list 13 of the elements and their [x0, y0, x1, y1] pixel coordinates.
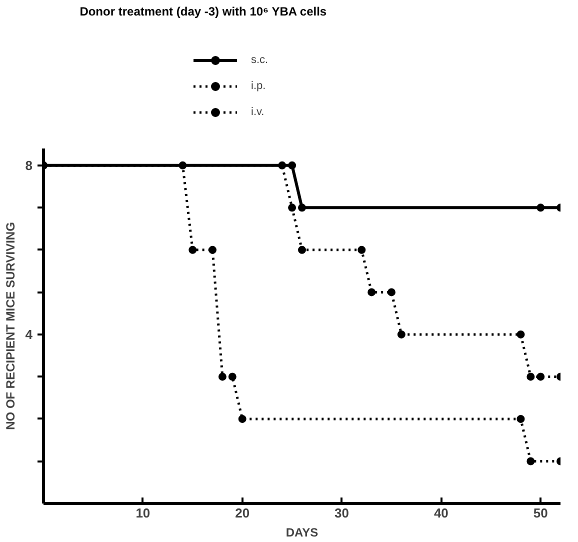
x-tick-label: 30: [334, 506, 350, 520]
x-axis-title: DAYS: [286, 526, 318, 540]
y-tick-label: 4: [25, 326, 34, 342]
x-tick-label: 10: [136, 506, 150, 520]
x-tick-label: 50: [533, 506, 548, 520]
x-tick-label: 40: [434, 506, 448, 520]
legend-label: i.p.: [251, 80, 267, 92]
legend-label: i.v.: [251, 106, 266, 118]
y-tick-label: 8: [25, 158, 33, 173]
x-tick-label: 20: [235, 506, 250, 520]
legend-label: s.c.: [251, 54, 270, 66]
chart-title: Donor treatment (day -3) with 10⁶ YBA cells: [80, 4, 327, 18]
y-axis-title: NO OF RECIPIENT MICE SURVIVING: [3, 222, 18, 430]
